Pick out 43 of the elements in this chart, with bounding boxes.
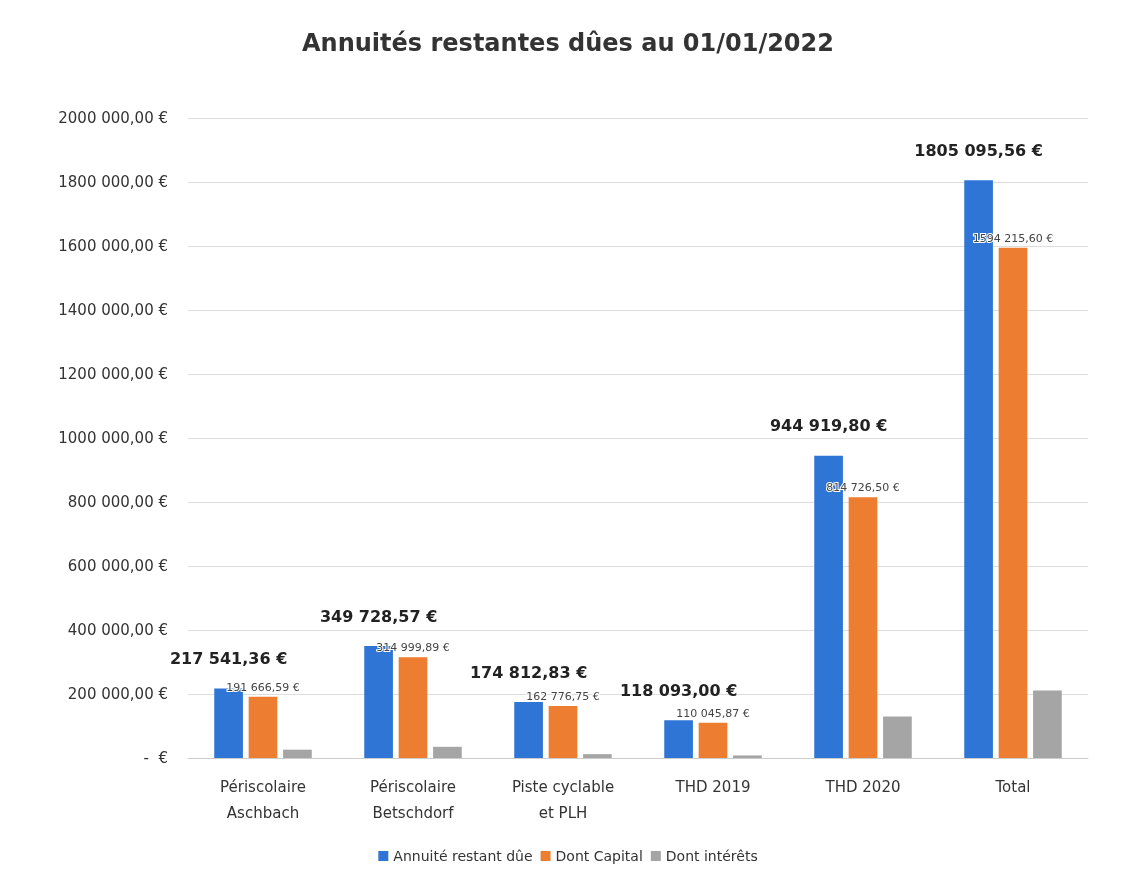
bar (433, 746, 462, 758)
bar (248, 696, 278, 758)
y-tick-label: 1400 000,00 € (58, 301, 168, 319)
y-tick-label: 1200 000,00 € (58, 365, 168, 383)
bar (698, 722, 728, 758)
chart-title: Annuités restantes dûes au 01/01/2022 (302, 29, 834, 57)
data-label: 174 812,83 € (469, 662, 588, 682)
y-tick-label: 400 000,00 € (67, 621, 168, 639)
data-label: 217 541,36 € (169, 648, 288, 668)
bar (514, 702, 543, 758)
y-tick-label: - € (143, 749, 168, 767)
bar (398, 657, 428, 758)
legend-label: Dont intérêts (665, 848, 758, 864)
data-label: 110 045,87 € (676, 706, 750, 720)
y-tick-label: 2000 000,00 € (58, 109, 168, 127)
x-tick-label: Périscolaire Betschdorf (370, 778, 456, 822)
data-label: 944 919,80 € (769, 416, 888, 436)
bar (883, 716, 912, 758)
x-tick-label: Périscolaire Aschbach (220, 778, 306, 822)
y-tick-label: 1000 000,00 € (58, 429, 168, 447)
data-label: 118 093,00 € (619, 680, 738, 700)
y-tick-label: 800 000,00 € (67, 493, 168, 511)
bar (548, 705, 578, 758)
bar (733, 755, 762, 758)
y-tick-label: 1600 000,00 € (58, 237, 168, 255)
data-label: 162 776,75 € (526, 689, 600, 703)
bar (664, 720, 693, 758)
data-label: 349 728,57 € (319, 606, 438, 626)
bar (998, 247, 1028, 758)
bar (848, 497, 878, 758)
data-label: 1805 095,56 € (914, 140, 1043, 160)
x-tick-label: Piste cyclable et PLH (511, 778, 615, 822)
x-tick-label: Total (994, 778, 1031, 796)
bar (583, 754, 612, 758)
y-tick-label: 200 000,00 € (67, 685, 168, 703)
legend-label: Dont Capital (555, 848, 643, 864)
bar (283, 749, 312, 758)
y-tick-label: 600 000,00 € (67, 557, 168, 575)
bar (1033, 690, 1062, 758)
x-tick-label: THD 2020 (824, 778, 901, 796)
legend-label: Annuité restant dûe (393, 848, 533, 864)
x-tick-label: THD 2019 (674, 778, 751, 796)
y-tick-label: 1800 000,00 € (58, 173, 168, 191)
